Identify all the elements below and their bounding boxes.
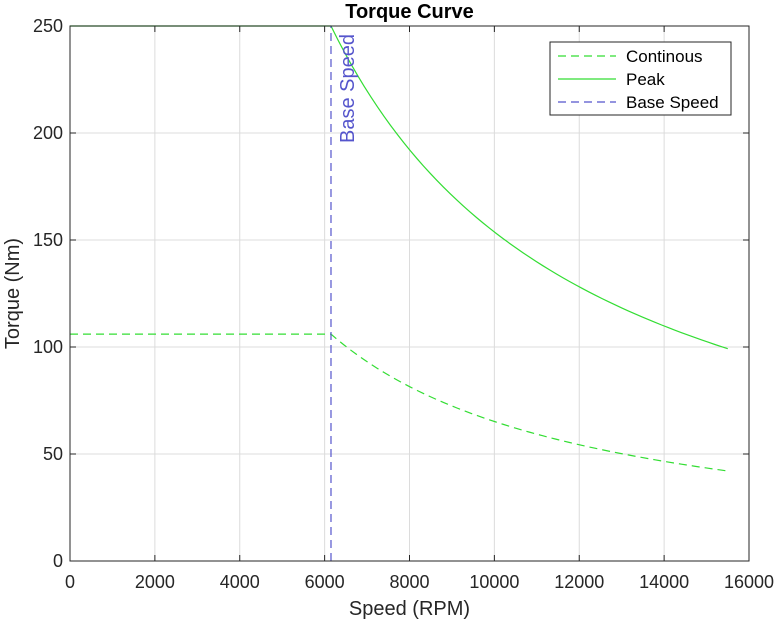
x-axis-title: Speed (RPM) bbox=[349, 598, 470, 620]
annotations: Base Speed bbox=[337, 34, 359, 143]
x-tick-label: 4000 bbox=[220, 572, 260, 592]
x-tick-label: 8000 bbox=[389, 572, 429, 592]
series-line-peak bbox=[70, 25, 728, 350]
y-tick-label: 100 bbox=[33, 337, 63, 357]
y-tick-label: 200 bbox=[33, 123, 63, 143]
x-tick-label: 10000 bbox=[469, 572, 519, 592]
y-axis-ticks: 0 50 100 150 200 250 bbox=[33, 16, 749, 571]
y-tick-label: 150 bbox=[33, 230, 63, 250]
y-tick-label: 250 bbox=[33, 16, 63, 36]
legend-label-continous: Continous bbox=[626, 47, 703, 66]
x-tick-label: 2000 bbox=[135, 572, 175, 592]
x-tick-label: 0 bbox=[65, 572, 75, 592]
chart-title: Torque Curve bbox=[345, 1, 474, 23]
series-layer bbox=[70, 25, 728, 561]
x-tick-label: 6000 bbox=[305, 572, 345, 592]
y-tick-label: 50 bbox=[43, 444, 63, 464]
x-tick-label: 16000 bbox=[724, 572, 774, 592]
x-tick-label: 12000 bbox=[554, 572, 604, 592]
legend: Continous Peak Base Speed bbox=[549, 41, 732, 116]
legend-label-peak: Peak bbox=[626, 70, 665, 89]
series-line-continous bbox=[70, 333, 728, 472]
x-tick-label: 14000 bbox=[639, 572, 689, 592]
x-axis-ticks: 0 2000 4000 6000 8000 10000 12000 14000 16000 bbox=[65, 26, 774, 592]
base-speed-annotation: Base Speed bbox=[337, 34, 359, 143]
y-axis-title: Torque (Nm) bbox=[2, 238, 24, 349]
legend-label-base-speed: Base Speed bbox=[626, 93, 719, 112]
y-tick-label: 0 bbox=[53, 551, 63, 571]
